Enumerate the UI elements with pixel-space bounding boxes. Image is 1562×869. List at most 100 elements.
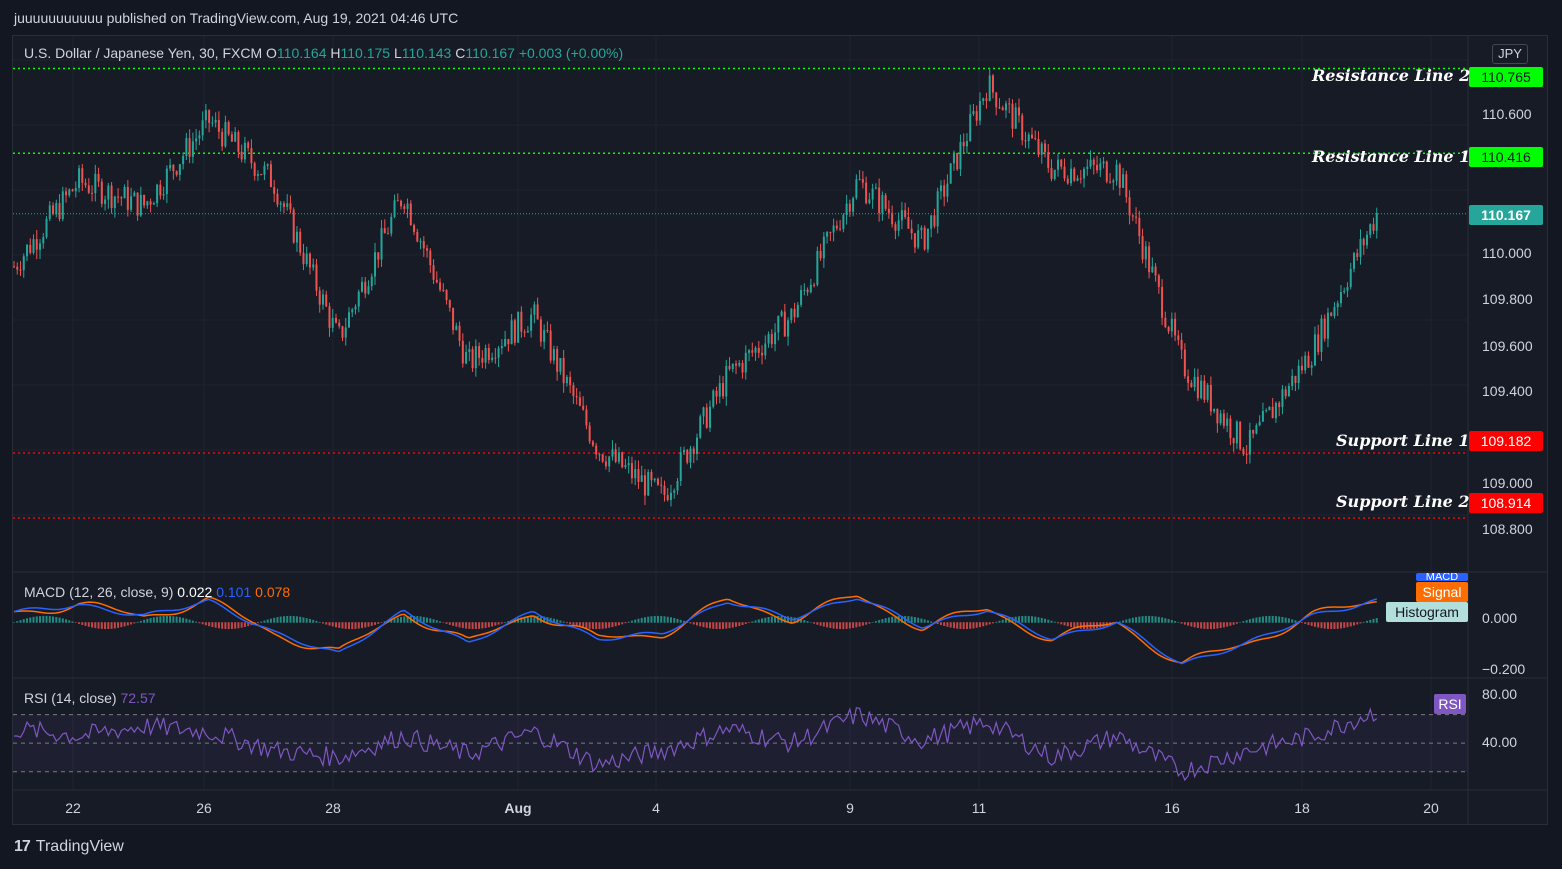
candle-body (230, 134, 233, 142)
macd-histogram-bar (591, 622, 594, 629)
candle-body (113, 196, 116, 209)
candle-body (787, 320, 790, 337)
candle-body (1261, 411, 1264, 422)
macd-histogram-bar (269, 618, 272, 623)
candle-body (308, 253, 311, 268)
macd-name[interactable]: MACD (12, 26, close, 9) (24, 584, 174, 600)
candle-body (995, 92, 998, 108)
y-tick: 109.800 (1482, 291, 1533, 307)
rsi-name[interactable]: RSI (14, close) (24, 690, 117, 706)
macd-histogram-bar (669, 617, 672, 623)
close-value: 110.167 (465, 45, 515, 61)
candle-body (783, 311, 786, 337)
candle-body (78, 168, 81, 189)
tradingview-logo-icon: 17 (14, 838, 31, 855)
macd-histogram-bar (130, 622, 133, 625)
candle-body (195, 138, 198, 142)
macd-histogram-bar (133, 622, 136, 624)
macd-histogram-bar (959, 622, 962, 629)
macd-histogram-bar (676, 618, 679, 623)
macd-histogram-bar (832, 622, 835, 629)
candle-body (692, 448, 695, 454)
macd-histogram-bar (1011, 617, 1014, 623)
candle-body (611, 449, 614, 457)
macd-histogram-bar (328, 622, 331, 626)
macd-signal-line (13, 595, 1377, 664)
macd-histogram-bar (478, 622, 481, 629)
symbol-name[interactable]: U.S. Dollar / Japanese Yen, 30, FXCM (24, 45, 263, 61)
candle-body (61, 191, 64, 220)
macd-histogram-bar (956, 622, 959, 629)
macd-histogram-bar (969, 622, 972, 629)
candle-body (978, 100, 981, 121)
candle-body (146, 201, 149, 206)
brand-name: TradingView (35, 838, 124, 855)
candle-body (1141, 236, 1144, 260)
macd-histogram-bar (881, 619, 884, 623)
macd-histogram-bar (126, 622, 129, 626)
macd-histogram-bar (852, 622, 855, 628)
candle-body (1258, 421, 1261, 426)
candle-body (149, 201, 152, 205)
candle-body (406, 203, 409, 209)
macd-histogram-bar (1050, 620, 1053, 623)
macd-histogram-bar (1343, 622, 1346, 628)
candle-body (578, 397, 581, 406)
macd-histogram-bar (52, 616, 55, 623)
macd-histogram-bar (1024, 615, 1027, 623)
currency-badge[interactable]: JPY (1492, 44, 1528, 64)
candle-body (669, 492, 672, 500)
candle-body (1112, 180, 1115, 183)
candle-body (286, 203, 289, 207)
candle-body (471, 349, 474, 369)
candle-body (1200, 380, 1203, 399)
candle-body (204, 110, 207, 121)
candle-body (923, 227, 926, 250)
macd-histogram-bar (65, 619, 68, 623)
macd-histogram-bar (920, 618, 923, 623)
candle-body (998, 107, 1001, 109)
candle-body (247, 142, 250, 149)
macd-histogram-bar (42, 615, 45, 623)
candle-body (689, 448, 692, 463)
candle-body (848, 203, 851, 212)
macd-histogram-bar (696, 622, 698, 626)
macd-histogram-bar (624, 622, 627, 624)
candle-body (461, 340, 464, 364)
candle-body (162, 194, 165, 196)
macd-histogram-bar (1079, 622, 1082, 629)
candle-body (387, 233, 390, 235)
macd-histogram-bar (1183, 622, 1186, 625)
candle-body (617, 452, 620, 462)
macd-histogram-bar (839, 622, 842, 630)
candle-body (474, 346, 477, 369)
macd-histogram-bar (562, 621, 565, 623)
macd-histogram-bar (653, 615, 656, 623)
candle-body (48, 205, 51, 219)
candle-body (881, 195, 884, 214)
macd-histogram-bar (1281, 616, 1284, 623)
macd-histogram-bar (45, 615, 48, 623)
candle-body (946, 183, 949, 197)
candle-body (315, 264, 318, 291)
high-label: H (330, 45, 341, 61)
macd-histogram-bar (110, 622, 113, 629)
macd-histogram-bar (1141, 616, 1144, 623)
macd-histogram-bar (380, 622, 383, 623)
candle-body (139, 194, 142, 216)
x-tick: 22 (65, 800, 81, 816)
macd-histogram-bar (139, 620, 142, 623)
macd-histogram-bar (481, 622, 484, 629)
candle-body (16, 266, 19, 270)
candle-body (478, 346, 481, 358)
macd-histogram-bar (1057, 622, 1060, 624)
candle-body (761, 352, 764, 356)
candle-body (728, 366, 731, 369)
candle-body (536, 304, 539, 320)
candle-body (1167, 327, 1170, 332)
footer-brand[interactable]: 17 TradingView (14, 838, 124, 856)
candle-body (1083, 168, 1086, 179)
candle-body (341, 326, 344, 338)
macd-histogram-bar (123, 622, 126, 627)
